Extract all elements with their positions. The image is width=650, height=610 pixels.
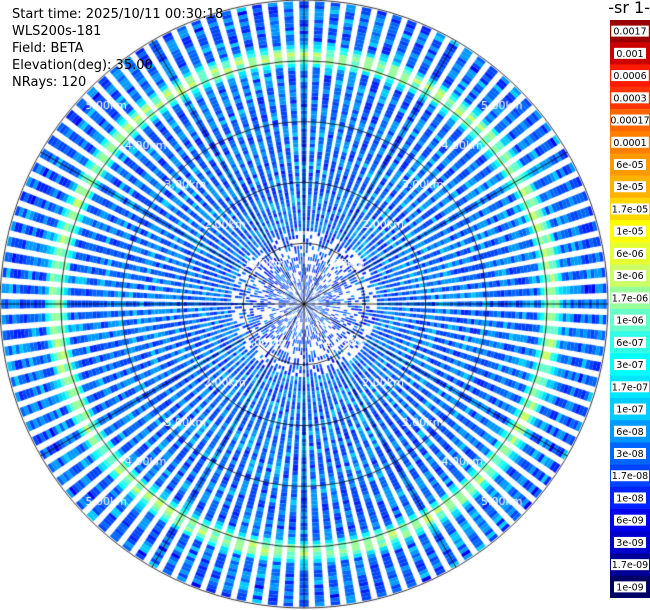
colorbar-tick-label: 1e-06	[616, 316, 643, 327]
colorbar-tick-label: 6e-06	[616, 249, 643, 260]
colorbar-tick-label: 3e-08	[616, 449, 643, 460]
colorbar: 0.0017 0.001 0.0006 0.0003 0.00017 0.0001 6e-0…	[610, 20, 650, 598]
colorbar-tick-label: 1e-05	[616, 227, 643, 238]
colorbar-tick-label: 3e-06	[616, 271, 643, 282]
instrument-label: WLS200s-181	[12, 24, 102, 39]
colorbar-tick-label: 0.0017	[613, 27, 646, 38]
colorbar-tick-label: 1.7e-08	[612, 471, 648, 482]
colorbar-tick-label: 6e-09	[616, 516, 643, 527]
field-label: Field: BETA	[12, 41, 84, 56]
colorbar-tick-label: 6e-05	[616, 160, 643, 171]
colorbar-tick-label: 3e-07	[616, 360, 643, 371]
colorbar-title: -1 sr-	[608, 0, 650, 17]
colorbar-tick-label: 1.7e-05	[612, 204, 648, 215]
colorbar-tick-label: 0.0001	[613, 138, 646, 149]
colorbar-tick-label: 0.00017	[610, 116, 649, 127]
colorbar-tick-label: 1.7e-07	[612, 382, 648, 393]
colorbar-tick-label: 6e-07	[616, 338, 643, 349]
nrays-label: NRays: 120	[12, 75, 87, 90]
colorbar-tick-label: 0.0006	[613, 71, 646, 82]
colorbar-tick-label: 1e-07	[616, 405, 643, 416]
colorbar-tick-label: 6e-08	[616, 427, 643, 438]
colorbar-tick-label: 1e-09	[616, 582, 643, 593]
colorbar-tick-label: 3e-05	[616, 182, 643, 193]
start-time-label: Start time: 2025/10/11 00:30:18	[12, 7, 224, 22]
colorbar-tick-label: 1.7e-06	[612, 293, 648, 304]
colorbar-tick-label: 1e-08	[616, 493, 643, 504]
elevation-label: Elevation(deg): 35.00	[12, 58, 153, 73]
colorbar-tick-label: 0.001	[616, 49, 643, 60]
colorbar-tick-label: 0.0003	[613, 93, 646, 104]
colorbar-tick-label: 1.7e-09	[612, 560, 648, 571]
colorbar-tick-label: 3e-09	[616, 538, 643, 549]
